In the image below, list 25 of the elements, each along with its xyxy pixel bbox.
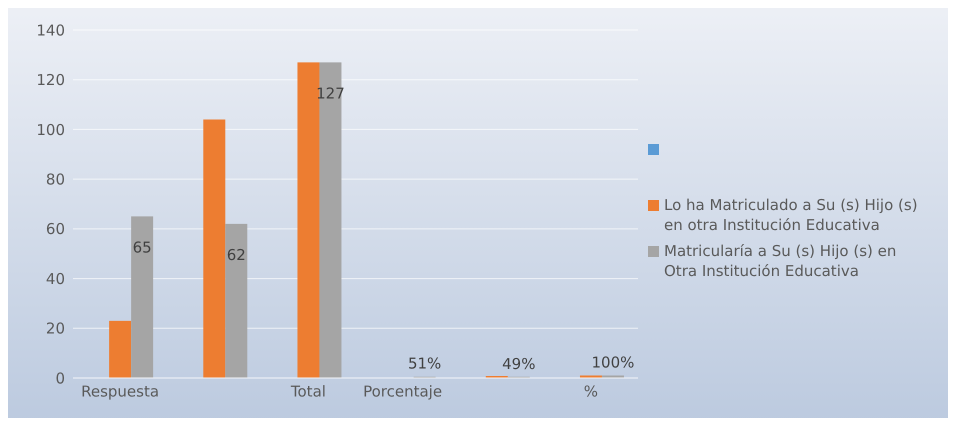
y-tick-label: 0 (55, 369, 65, 388)
data-label: 49% (502, 354, 536, 373)
y-tick-label: 140 (36, 21, 65, 40)
bar (319, 62, 342, 378)
x-tick-label: Porcentaje (363, 382, 442, 401)
y-tick-label: 80 (46, 170, 65, 188)
data-label: 65 (132, 238, 152, 256)
y-tick-label: 120 (36, 71, 65, 90)
x-tick-label: Total (290, 382, 326, 401)
y-tick-label: 60 (46, 220, 65, 238)
bar (203, 119, 226, 378)
data-label: 51% (408, 354, 442, 373)
bar (131, 216, 154, 378)
data-label: 62 (226, 246, 246, 264)
bar (109, 320, 132, 378)
legend-label: Lo ha Matriculado a Su (s) Hijo (s) en otra Institución Educativa (664, 195, 919, 235)
x-tick-label: % (584, 382, 598, 401)
x-tick-label: Respuesta (81, 382, 160, 401)
bar (297, 62, 320, 378)
legend-label: Matricularía a Su (s) Hijo (s) en Otra Institución Educativa (664, 241, 898, 281)
bar (225, 224, 248, 378)
y-tick-label: 40 (46, 270, 65, 288)
data-label: 100% (592, 354, 634, 372)
y-tick-label: 100 (36, 120, 65, 139)
y-tick-label: 20 (46, 320, 65, 338)
